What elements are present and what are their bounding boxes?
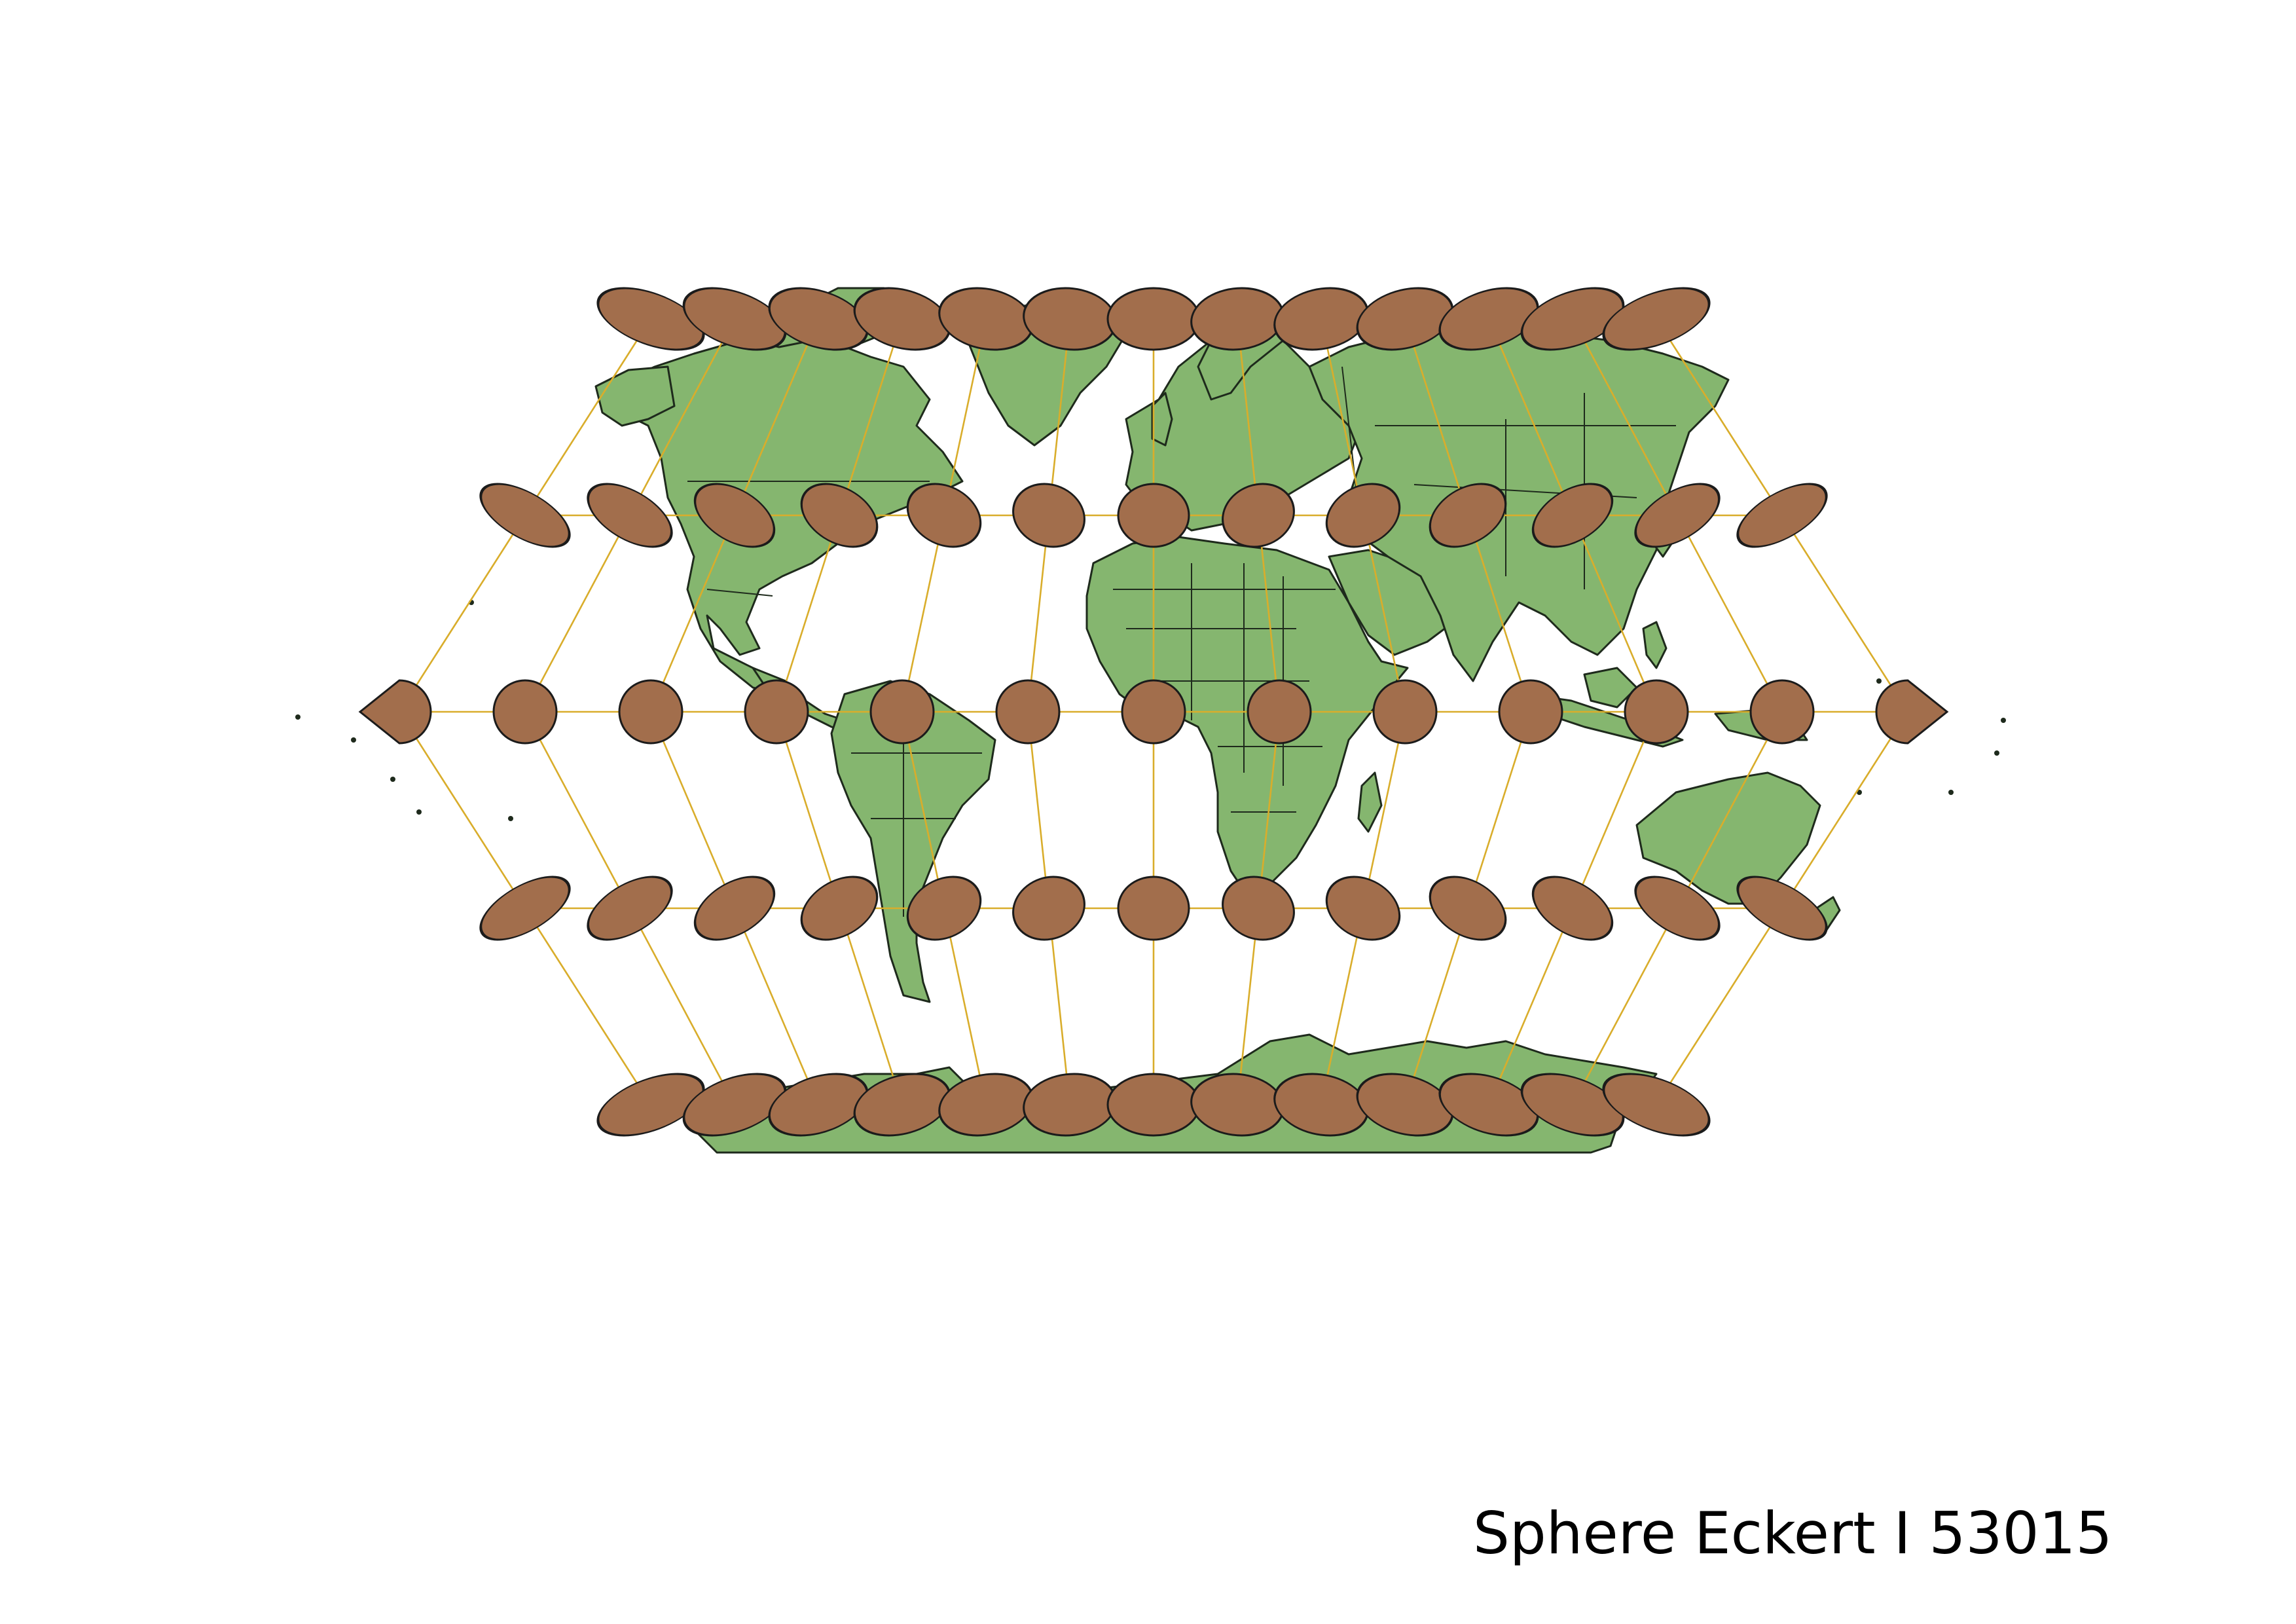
- tissot-indicatrix: [1429, 483, 1507, 548]
- tissot-indicatrix: [1749, 679, 1815, 745]
- south-america: [830, 680, 996, 1003]
- tissot-indicatrix: [587, 483, 673, 548]
- islet: [1994, 750, 1999, 756]
- tissot-indicatrix: [1498, 679, 1563, 745]
- tissot-indicatrix: [1325, 876, 1401, 941]
- islet: [1876, 678, 1882, 684]
- border-asia-lines: [1375, 393, 1676, 589]
- tissot-indicatrix: [479, 876, 571, 941]
- tissot-indicatrix: [693, 483, 776, 548]
- madagascar: [1357, 771, 1383, 833]
- map-title: Sphere Eckert I 53015: [1473, 1500, 2113, 1567]
- tissot-indicatrix: [1117, 483, 1190, 548]
- tissot-indicatrix: [618, 679, 683, 745]
- tissot-indicatrix: [1634, 483, 1721, 548]
- tissot-indicatrix: [1624, 679, 1689, 745]
- tissot-indicatrix: [1602, 1073, 1711, 1137]
- tissot-indicatrix: [1634, 876, 1721, 941]
- tissot-indicatrix: [1106, 1073, 1201, 1137]
- tissot-indicatrix: [1875, 679, 1949, 745]
- tissot-indicatrix: [1325, 483, 1401, 548]
- borneo: [1583, 667, 1638, 709]
- tissot-indicatrix: [1106, 287, 1201, 351]
- border-africa-lines-1: [1113, 589, 1336, 813]
- tissot-indicatrix: [906, 483, 982, 548]
- tissot-indicatrix: [1012, 876, 1085, 941]
- tissot-indicatrix: [1429, 876, 1507, 941]
- islet: [416, 809, 422, 815]
- tissot-indicatrix: [492, 679, 558, 745]
- tissot-indicatrix: [1012, 483, 1085, 548]
- tissot-indicatrix: [744, 679, 809, 745]
- tissot-indicatrix: [1222, 876, 1295, 941]
- tissot-indicatrix: [800, 876, 879, 941]
- tissot-indicatrix: [1121, 679, 1186, 745]
- australia: [1635, 771, 1821, 905]
- islet: [2001, 718, 2006, 723]
- tissot-indicatrix: [1736, 483, 1828, 548]
- tissot-indicatrix: [1247, 679, 1312, 745]
- islet: [1948, 790, 1954, 795]
- islet: [390, 777, 395, 782]
- tissot-indicatrix: [869, 679, 935, 745]
- tissot-indicatrix: [1736, 876, 1828, 941]
- tissot-indicatrix: [1372, 679, 1438, 745]
- philippines: [1642, 621, 1667, 669]
- tissot-indicatrix: [1222, 483, 1295, 548]
- islet: [295, 714, 301, 720]
- islet: [351, 737, 356, 743]
- tissot-indicatrix: [1117, 876, 1190, 941]
- tissot-indicatrix: [1531, 876, 1614, 941]
- tissot-indicatrix: [479, 483, 571, 548]
- tissot-indicatrix: [693, 876, 776, 941]
- tissot-indicatrix: [587, 876, 673, 941]
- alaska: [594, 365, 676, 427]
- tissot-indicatrix: [1531, 483, 1614, 548]
- tissot-indicatrix: [800, 483, 879, 548]
- british-isles: [1151, 392, 1173, 447]
- islet: [508, 816, 513, 821]
- tissot-indicatrix: [995, 679, 1061, 745]
- tissot-indicatrix: [906, 876, 982, 941]
- tissot-indicatrix: [1602, 287, 1711, 351]
- tissot-indicatrix: [358, 679, 432, 745]
- tissot-indicatrices: [358, 287, 1949, 1137]
- border-us-mexico: [706, 589, 773, 597]
